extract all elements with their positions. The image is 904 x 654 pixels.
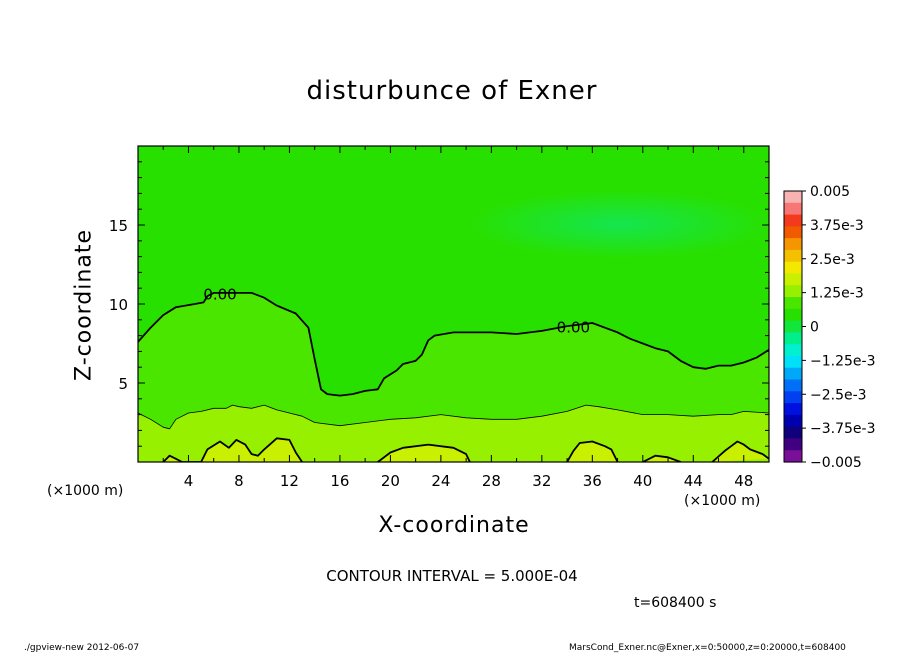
colorbar-label-3: 1.25e-3	[810, 286, 864, 302]
contour-interval-label: CONTOUR INTERVAL = 5.000E-04	[326, 567, 578, 585]
contour-line-1	[138, 404, 769, 430]
contour-line-0	[138, 291, 769, 397]
x-tick-label-7: 32	[532, 472, 551, 490]
contour-line-3	[377, 443, 471, 462]
colorbar: 0.005 3.75e-3 2.5e-3 1.25e-3 0 −1.25e-3 −2.5e-…	[783, 184, 875, 471]
y-tick-label-0: 5	[118, 375, 128, 393]
colorbar-label-7: −3.75e-3	[810, 421, 875, 437]
y-tick-label-1: 10	[109, 296, 128, 314]
positive-band-3-4	[712, 441, 769, 462]
colorbar-swatch-19	[784, 414, 802, 428]
colorbar-swatch-6	[784, 261, 802, 275]
chart-title: disturbunce of Exner	[306, 76, 598, 106]
colorbar-label-4: 0	[810, 320, 819, 336]
x-unit-left: (×1000 m)	[47, 483, 124, 499]
x-tick-label-10: 44	[684, 472, 703, 490]
colorbar-swatch-13	[784, 344, 802, 357]
x-tick-label-3: 16	[330, 472, 349, 490]
colorbar-swatch-12	[784, 332, 802, 345]
colorbar-swatch-0	[784, 191, 802, 204]
colorbar-swatch-17	[784, 391, 802, 404]
x-tick-label-2: 12	[280, 472, 299, 490]
colorbar-swatch-16	[784, 379, 802, 392]
time-label: t=608400 s	[634, 595, 717, 611]
contour-line-5	[642, 454, 682, 462]
colorbar-swatch-5	[784, 249, 802, 263]
colorbar-swatch-20	[784, 426, 802, 440]
colorbar-swatch-15	[784, 367, 802, 381]
colorbar-label-0: 0.005	[810, 184, 850, 200]
footer-left: ./gpview-new 2012-06-07	[24, 643, 140, 653]
x-tick-label-6: 28	[482, 472, 501, 490]
colorbar-label-5: −1.25e-3	[810, 353, 875, 369]
y-axis-label: Z-coordinate	[71, 229, 97, 381]
footer-right: MarsCond_Exner.nc@Exner,x=0:50000,z=0:20…	[569, 643, 846, 653]
colorbar-swatch-14	[784, 355, 802, 369]
colorbar-swatch-4	[784, 238, 802, 251]
colorbar-swatch-9	[784, 297, 802, 310]
colorbar-label-8: −0.005	[810, 455, 862, 471]
colorbar-swatch-10	[784, 308, 802, 322]
colorbar-label-2: 2.5e-3	[810, 252, 855, 268]
colorbar-swatch-21	[784, 438, 802, 451]
colorbar-swatch-2	[784, 214, 802, 227]
x-axis-label: X-coordinate	[378, 513, 530, 538]
x-tick-label-11: 48	[734, 472, 753, 490]
x-tick-label-0: 4	[184, 472, 194, 490]
positive-band-2	[138, 405, 769, 462]
colorbar-swatch-8	[784, 285, 802, 298]
x-tick-label-9: 40	[633, 472, 652, 490]
colorbar-swatch-3	[784, 226, 802, 239]
colorbar-swatch-1	[784, 202, 802, 216]
x-tick-label-1: 8	[234, 472, 244, 490]
colorbar-swatch-22	[784, 450, 802, 463]
colorbar-swatch-18	[784, 403, 802, 416]
contour-line-2	[162, 437, 303, 462]
x-tick-label-5: 24	[431, 472, 450, 490]
colorbar-swatch-11	[784, 320, 802, 333]
x-tick-label-4: 20	[381, 472, 400, 490]
x-tick-label-8: 36	[583, 472, 602, 490]
positive-band-3-0	[163, 438, 303, 462]
contour-label-1: 0.00	[557, 319, 590, 337]
colorbar-label-1: 3.75e-3	[810, 218, 864, 234]
colorbar-label-6: −2.5e-3	[810, 387, 867, 403]
colorbar-swatch-7	[784, 273, 802, 286]
contour-line-4	[566, 440, 619, 462]
y-tick-label-2: 15	[109, 217, 128, 235]
contour-label-0: 0.00	[203, 286, 236, 304]
x-unit-right: (×1000 m)	[684, 493, 761, 509]
contour-line-6	[711, 440, 769, 462]
negative-anomaly-patch	[470, 190, 769, 258]
